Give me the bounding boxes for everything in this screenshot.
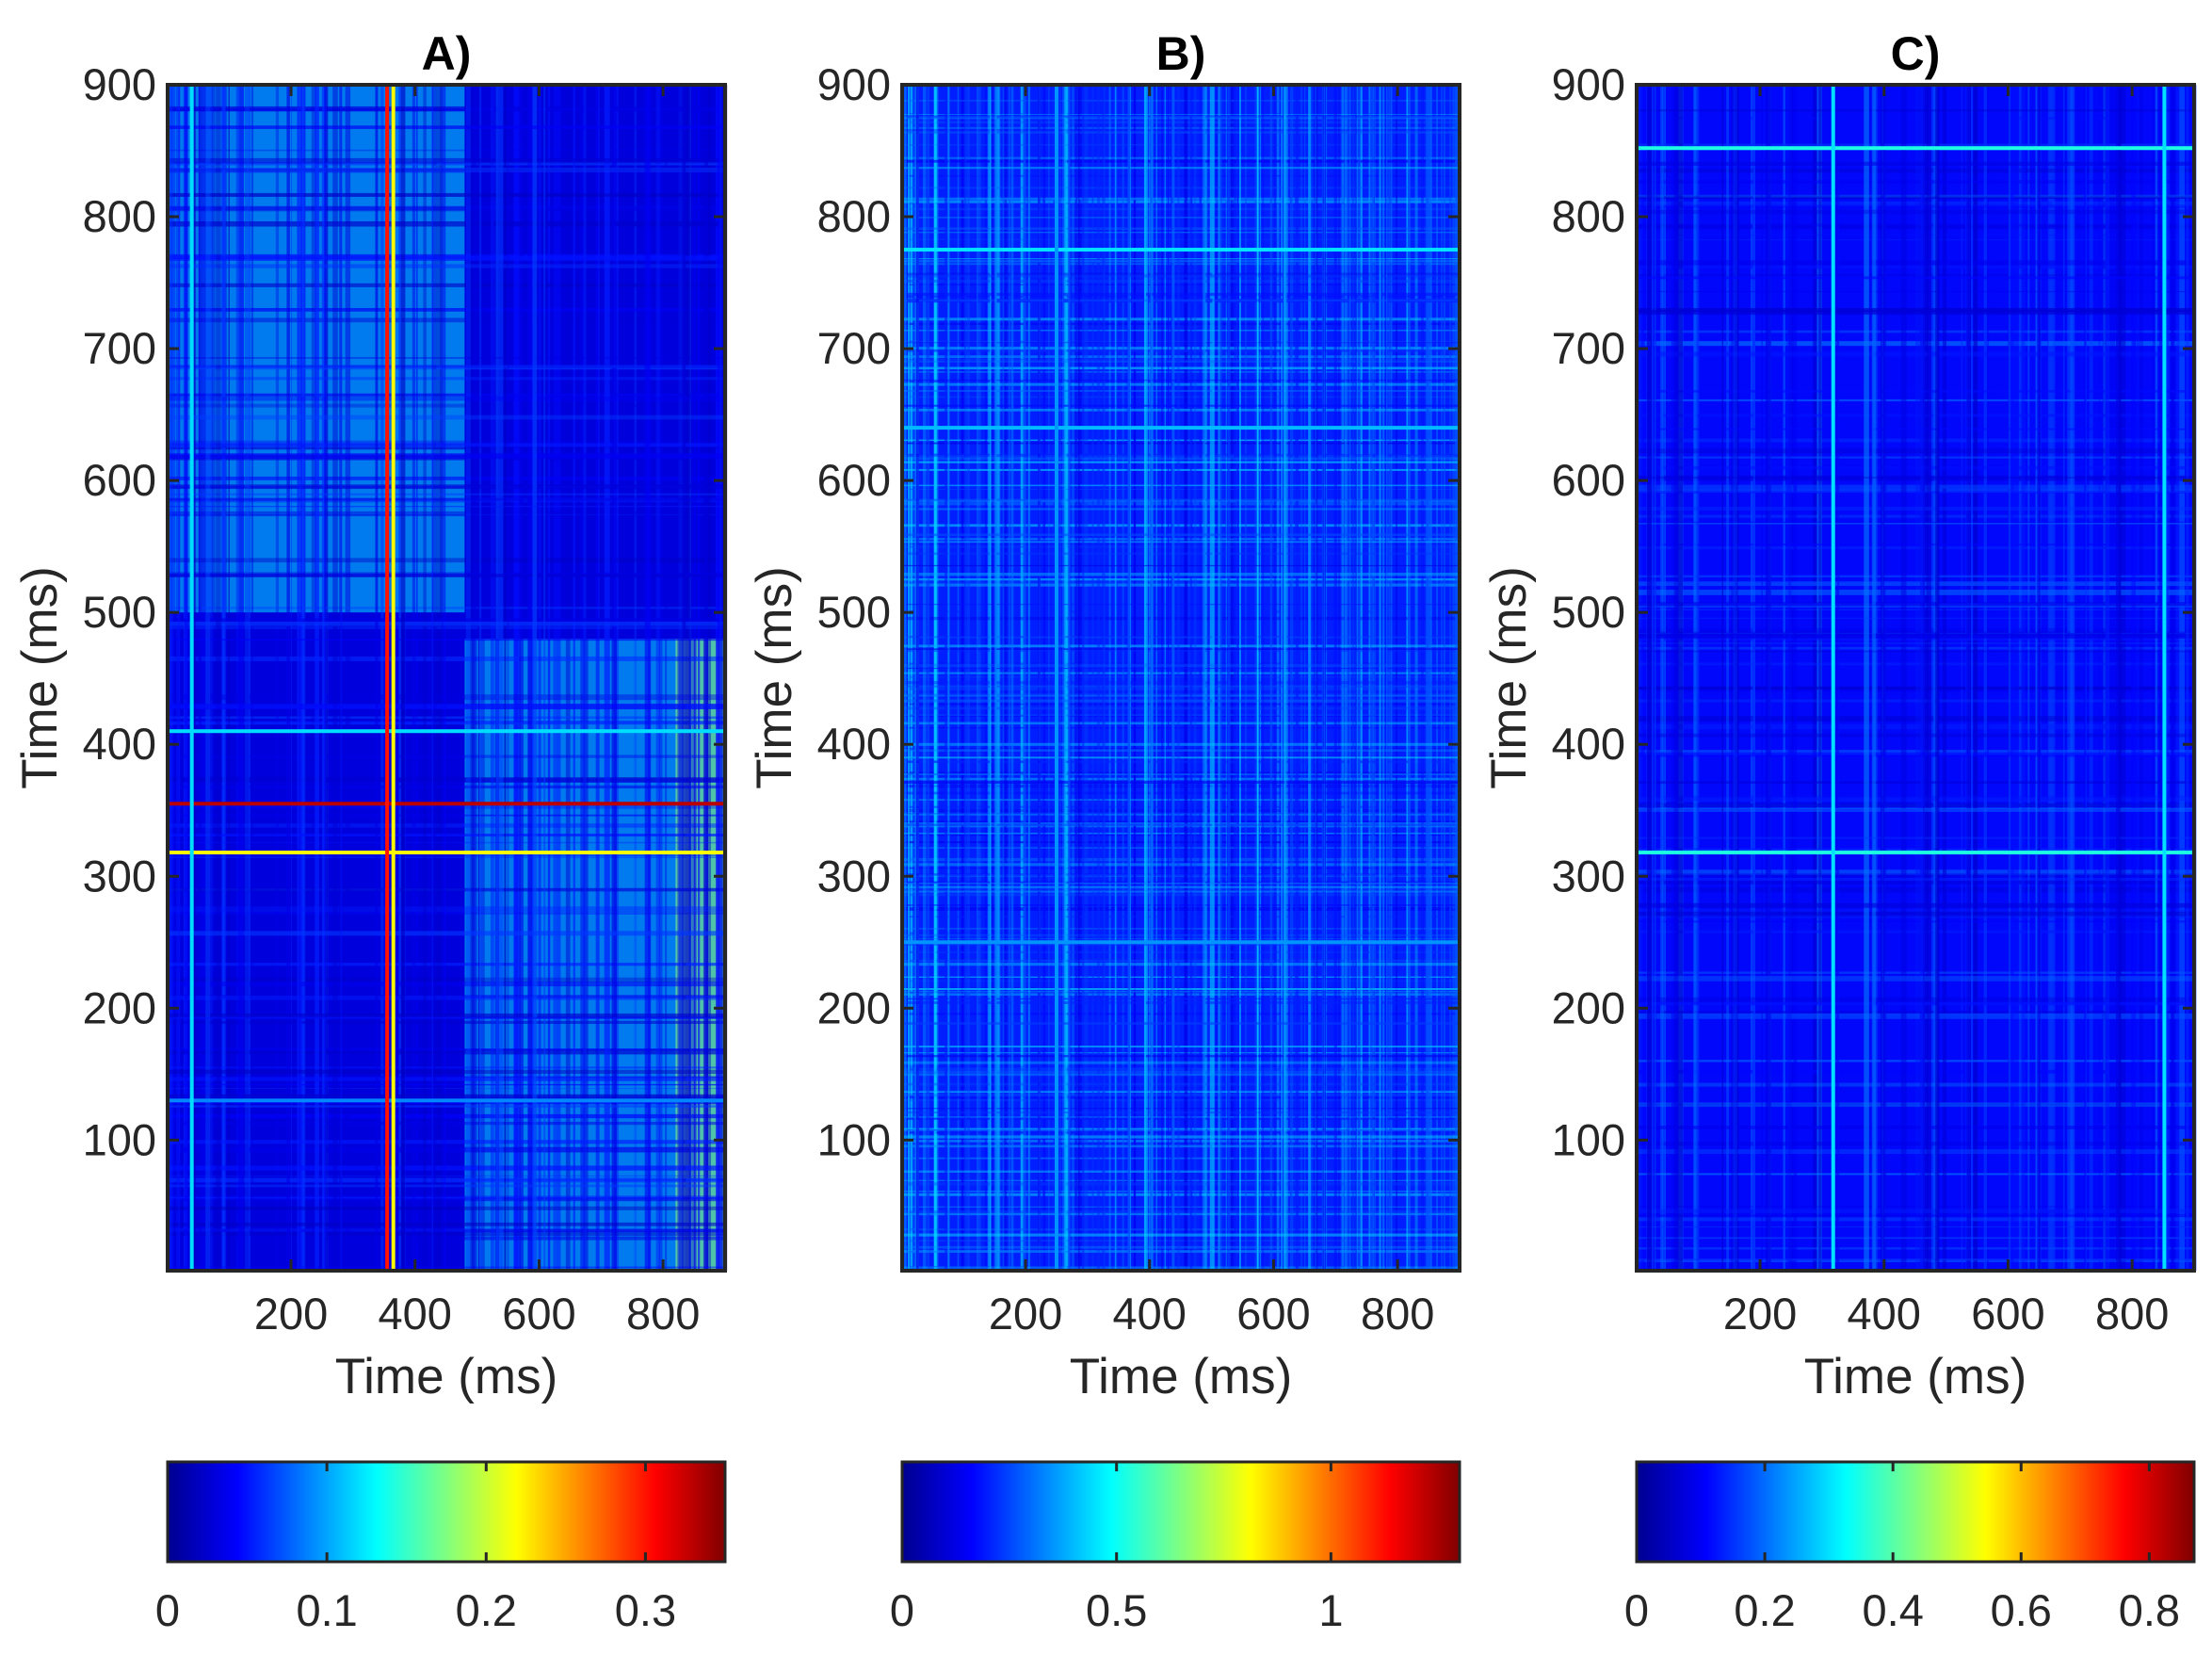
x-tick-label: 600 xyxy=(502,1289,575,1339)
y-tick-label: 500 xyxy=(1552,587,1625,637)
axes-frame xyxy=(166,83,727,1273)
x-axis-label: Time (ms) xyxy=(1804,1349,2026,1404)
y-tick-label: 100 xyxy=(817,1114,891,1164)
heatmap-bright-row xyxy=(168,851,725,855)
panel-2: B) 100 200 300 400 500 600 700 800 900 200 400 600 80… xyxy=(747,27,1461,1635)
heatmap-bright-row xyxy=(1637,851,2194,855)
y-tick-label: 700 xyxy=(83,323,156,373)
y-tick-label: 300 xyxy=(1552,851,1625,901)
heatmap-bright-row xyxy=(902,940,1460,945)
heatmap-bright-col xyxy=(385,85,390,1271)
y-tick-label: 200 xyxy=(817,982,891,1032)
y-tick-label: 500 xyxy=(817,587,891,637)
colorbar-1: 0 0.1 0.2 0.3 xyxy=(155,1460,727,1635)
heatmap-bright-row xyxy=(168,729,725,734)
colorbar-3: 0 0.2 0.4 0.6 0.8 xyxy=(1624,1460,2196,1635)
colorbar-tick-label: 0.2 xyxy=(456,1585,517,1635)
colorbar-tick-label: 0.4 xyxy=(1863,1585,1924,1635)
y-tick-label: 600 xyxy=(1552,455,1625,505)
x-tick-label: 600 xyxy=(1236,1289,1310,1339)
colorbar-tick-label: 0.2 xyxy=(1734,1585,1795,1635)
y-tick-label: 700 xyxy=(817,323,891,373)
y-tick-label: 200 xyxy=(1552,982,1625,1032)
colorbar-tick-label: 0.1 xyxy=(296,1585,357,1635)
heatmap-bright-col xyxy=(1054,85,1058,1271)
colorbar-tick-label: 1 xyxy=(1318,1585,1343,1635)
y-tick-label: 800 xyxy=(83,191,156,241)
colorbar-gradient xyxy=(900,1460,1461,1564)
x-axis-label: Time (ms) xyxy=(1070,1349,1292,1404)
colorbar-tick-label: 0 xyxy=(1624,1585,1649,1635)
heatmap-2 xyxy=(902,85,1461,1271)
panel-1: A) 100 200 300 400 500 600 700 800 900 200 400 600 80… xyxy=(12,27,728,1635)
axes-frame xyxy=(900,83,1461,1273)
heatmap-bright-row xyxy=(902,426,1460,430)
y-tick-label: 200 xyxy=(83,982,156,1032)
y-tick-label: 600 xyxy=(817,455,891,505)
panel-3: C) 100 200 300 400 500 600 700 800 900 200 400 600 80… xyxy=(1481,27,2197,1635)
heatmap-bright-row xyxy=(168,802,725,806)
x-tick-label: 400 xyxy=(1113,1289,1187,1339)
x-tick-label: 800 xyxy=(1361,1289,1434,1339)
x-tick-label: 200 xyxy=(254,1289,328,1339)
heatmap-3 xyxy=(1637,85,2197,1271)
colorbar-tick-label: 0.6 xyxy=(1991,1585,2052,1635)
y-tick-label: 400 xyxy=(817,719,891,769)
panel-title: A) xyxy=(422,27,472,80)
heatmap-bright-col xyxy=(391,85,396,1271)
y-tick-label: 300 xyxy=(83,851,156,901)
y-tick-label: 800 xyxy=(817,191,891,241)
y-tick-label: 400 xyxy=(1552,719,1625,769)
heatmap-bright-row xyxy=(902,248,1460,252)
x-tick-label: 200 xyxy=(989,1289,1062,1339)
y-tick-label: 500 xyxy=(83,587,156,637)
y-tick-label: 300 xyxy=(817,851,891,901)
y-tick-label: 100 xyxy=(1552,1114,1625,1164)
colorbar-tick-label: 0.8 xyxy=(2119,1585,2180,1635)
heatmap-bright-col xyxy=(1831,85,1835,1271)
x-tick-label: 400 xyxy=(1848,1289,1921,1339)
y-tick-label: 700 xyxy=(1552,323,1625,373)
y-tick-label: 900 xyxy=(817,59,891,109)
heatmap-bright-col xyxy=(2162,85,2167,1271)
y-tick-label: 900 xyxy=(1552,59,1625,109)
heatmap-1 xyxy=(168,85,728,1271)
colorbar-tick-label: 0 xyxy=(890,1585,914,1635)
heatmap-bright-row xyxy=(168,1098,725,1103)
panel-title: C) xyxy=(1891,27,1941,80)
axes-frame xyxy=(1635,83,2196,1273)
colorbar-gradient xyxy=(166,1460,727,1564)
x-tick-label: 600 xyxy=(1971,1289,2044,1339)
y-axis-label: Time (ms) xyxy=(12,566,68,788)
y-tick-label: 400 xyxy=(83,719,156,769)
y-axis-label: Time (ms) xyxy=(747,566,802,788)
heatmap-bright-col xyxy=(189,85,194,1271)
y-tick-label: 100 xyxy=(83,1114,156,1164)
heatmap-bright-row xyxy=(1637,146,2194,151)
y-tick-label: 900 xyxy=(83,59,156,109)
x-tick-label: 200 xyxy=(1723,1289,1797,1339)
x-tick-label: 400 xyxy=(379,1289,452,1339)
y-tick-label: 800 xyxy=(1552,191,1625,241)
colorbar-gradient xyxy=(1635,1460,2196,1564)
colorbar-tick-label: 0.3 xyxy=(615,1585,676,1635)
colorbar-tick-label: 0.5 xyxy=(1086,1585,1147,1635)
x-axis-label: Time (ms) xyxy=(335,1349,557,1404)
colorbar-tick-label: 0 xyxy=(155,1585,180,1635)
y-axis-label: Time (ms) xyxy=(1481,566,1537,788)
y-tick-label: 600 xyxy=(83,455,156,505)
colorbar-2: 0 0.5 1 xyxy=(890,1460,1461,1635)
x-tick-label: 800 xyxy=(626,1289,700,1339)
x-tick-label: 800 xyxy=(2095,1289,2169,1339)
panel-title: B) xyxy=(1156,27,1206,80)
